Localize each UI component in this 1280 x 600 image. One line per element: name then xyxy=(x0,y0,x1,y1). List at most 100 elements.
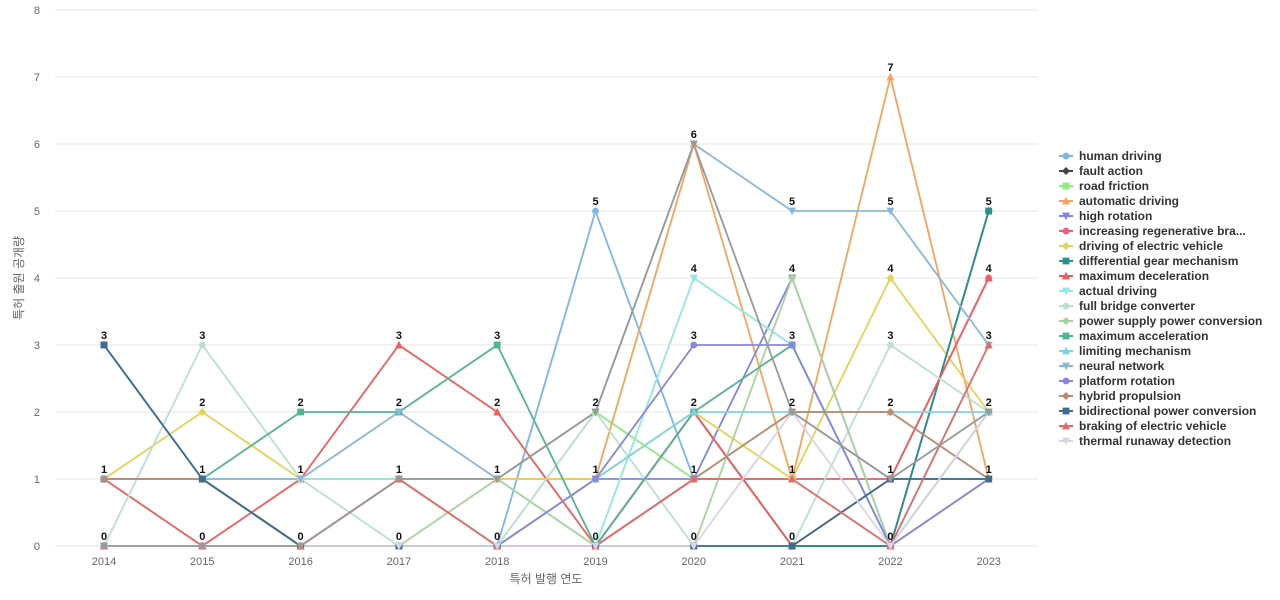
data-label: 1 xyxy=(887,464,893,476)
series-markers xyxy=(100,72,993,551)
data-label: 3 xyxy=(494,330,500,342)
data-label: 0 xyxy=(887,531,893,543)
legend-marker xyxy=(1062,346,1070,355)
legend-label: maximum acceleration xyxy=(1079,329,1208,343)
legend-marker xyxy=(1062,437,1070,446)
data-point xyxy=(985,475,993,483)
data-label: 2 xyxy=(691,397,697,409)
legend-item[interactable]: power supply power conversion xyxy=(1059,314,1262,328)
legend-item[interactable]: hybrid propulsion xyxy=(1059,389,1181,403)
legend-item[interactable]: driving of electric vehicle xyxy=(1059,239,1223,253)
data-label: 0 xyxy=(691,531,697,543)
data-point xyxy=(591,408,600,417)
data-point xyxy=(297,408,304,416)
legend-label: platform rotation xyxy=(1079,374,1175,388)
x-tick-label: 2019 xyxy=(583,556,607,568)
data-label: 5 xyxy=(986,196,992,208)
data-label: 2 xyxy=(789,397,795,409)
legend-marker xyxy=(1062,242,1070,250)
data-point xyxy=(394,475,403,484)
data-label: 2 xyxy=(199,397,205,409)
legend-marker xyxy=(1062,167,1070,175)
legend-label: full bridge converter xyxy=(1079,299,1195,313)
data-point xyxy=(886,542,895,551)
data-label: 4 xyxy=(691,263,698,275)
data-label: 4 xyxy=(789,263,796,275)
data-point xyxy=(296,542,305,551)
legend-item[interactable]: maximum acceleration xyxy=(1059,329,1208,343)
data-label: 3 xyxy=(199,330,205,342)
legend-item[interactable]: thermal runaway detection xyxy=(1059,434,1231,448)
data-point xyxy=(198,341,206,349)
data-label: 3 xyxy=(986,330,992,342)
data-label: 0 xyxy=(199,531,205,543)
data-point xyxy=(493,542,502,551)
legend-item[interactable]: automatic driving xyxy=(1059,194,1179,208)
legend-marker xyxy=(1062,377,1070,385)
data-point xyxy=(394,542,403,551)
legend-marker xyxy=(1062,271,1070,280)
legend-marker xyxy=(1062,302,1070,310)
data-label: 0 xyxy=(789,531,795,543)
data-point xyxy=(984,273,993,282)
legend-marker xyxy=(1062,317,1070,325)
data-point xyxy=(493,341,501,349)
data-label: 2 xyxy=(396,397,402,409)
data-label: 1 xyxy=(494,464,500,476)
y-tick-label: 5 xyxy=(34,206,40,218)
legend-marker xyxy=(1062,152,1070,160)
legend-label: maximum deceleration xyxy=(1079,269,1209,283)
legend-item[interactable]: human driving xyxy=(1059,149,1162,163)
data-label: 0 xyxy=(298,531,304,543)
legend-item[interactable]: limiting mechanism xyxy=(1059,344,1191,358)
series-lines xyxy=(103,76,990,547)
data-point xyxy=(788,408,797,417)
data-label: 1 xyxy=(101,464,107,476)
legend-item[interactable]: maximum deceleration xyxy=(1059,269,1209,283)
series-line-human-driving xyxy=(104,210,989,547)
data-point xyxy=(394,340,403,349)
legend-label: road friction xyxy=(1079,179,1149,193)
legend-item[interactable]: full bridge converter xyxy=(1059,299,1195,313)
data-point xyxy=(788,474,797,483)
legend-marker xyxy=(1062,182,1070,190)
data-label: 3 xyxy=(887,330,893,342)
data-point xyxy=(690,341,698,349)
legend-item[interactable]: road friction xyxy=(1059,179,1149,193)
y-axis-title: 특허 출원 공개량 xyxy=(12,236,26,320)
y-tick-label: 6 xyxy=(34,139,40,151)
legend-label: bidirectional power conversion xyxy=(1079,404,1256,418)
data-label: 1 xyxy=(199,464,205,476)
legend-item[interactable]: bidirectional power conversion xyxy=(1059,404,1256,418)
data-labels: 3 1 0 3 2 1 0 2 1 0 3 2 1 0 3 2 1 0 5 2 1 0 6 4 3 2 1 0 5 4 3 2 1 0 7 5 4 3 2 1… xyxy=(101,62,993,543)
data-point xyxy=(100,542,108,551)
data-label: 3 xyxy=(396,330,402,342)
x-tick-label: 2023 xyxy=(976,556,1000,568)
data-point xyxy=(886,72,895,81)
legend-item[interactable]: increasing regenerative bra... xyxy=(1059,224,1246,238)
legend-item[interactable]: actual driving xyxy=(1059,284,1157,298)
legend-item[interactable]: neural network xyxy=(1059,359,1165,373)
legend-item[interactable]: differential gear mechanism xyxy=(1059,254,1238,268)
legend-label: high rotation xyxy=(1079,209,1152,223)
legend-marker xyxy=(1062,287,1070,296)
data-label: 6 xyxy=(691,129,697,141)
legend-item[interactable]: braking of electric vehicle xyxy=(1059,419,1227,433)
data-point xyxy=(788,542,796,550)
x-tick-label: 2022 xyxy=(878,556,902,568)
data-point xyxy=(886,408,895,416)
legend-item[interactable]: high rotation xyxy=(1059,209,1152,223)
legend-marker xyxy=(1062,392,1070,400)
legend-item[interactable]: platform rotation xyxy=(1059,374,1175,388)
data-point xyxy=(198,475,206,483)
legend-label: hybrid propulsion xyxy=(1079,389,1181,403)
legend-item[interactable]: fault action xyxy=(1059,164,1143,178)
legend-label: increasing regenerative bra... xyxy=(1079,224,1246,238)
data-label: 2 xyxy=(494,397,500,409)
x-tick-label: 2016 xyxy=(288,556,312,568)
data-point xyxy=(394,408,403,417)
legend-marker xyxy=(1062,407,1070,415)
data-label: 1 xyxy=(592,464,598,476)
